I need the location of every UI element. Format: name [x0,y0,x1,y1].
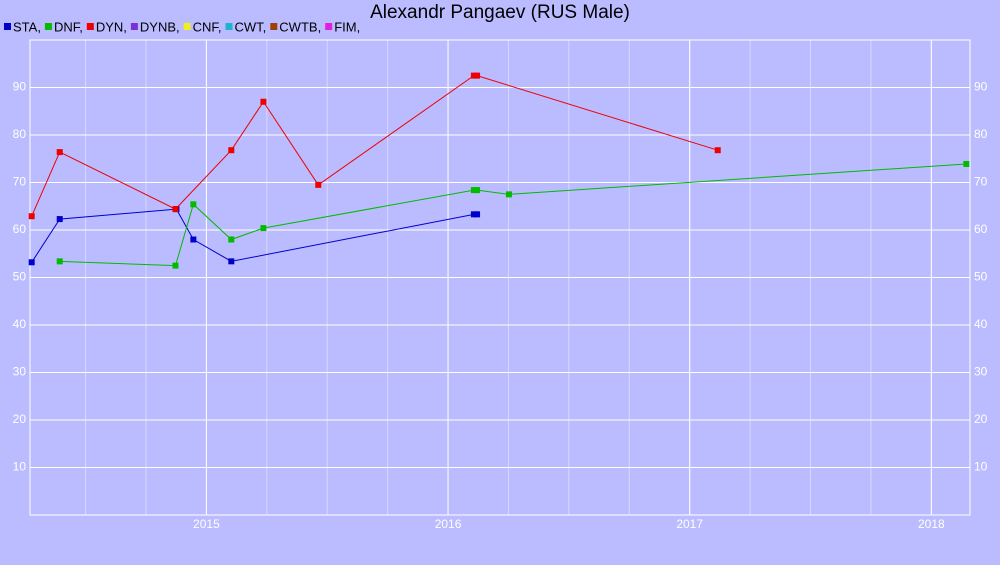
x-tick-label: 2018 [918,517,945,531]
point [56,216,63,223]
legend-swatch [225,23,233,30]
x-tick-label: 2015 [193,517,220,531]
point [474,72,481,79]
y-tick-label-right: 30 [974,365,988,379]
point [714,147,721,154]
legend-label: DYNB, [140,19,180,34]
plot-frame [29,39,971,516]
legend-label: FIM, [334,19,360,34]
y-tick-label-right: 80 [974,127,988,141]
y-tick-label: 30 [13,365,27,379]
y-tick-label: 80 [13,127,27,141]
legend-swatch [325,23,333,30]
y-tick-label: 60 [13,222,27,236]
legend-swatch [183,23,191,30]
legend-swatch [4,23,11,30]
y-tick-label-right: 20 [974,412,988,426]
y-tick-label: 90 [13,80,27,94]
legend-label: CWT, [235,19,267,34]
legend-swatch [86,23,94,30]
y-tick-label-right: 90 [974,80,988,94]
y-tick-label-right: 60 [974,222,988,236]
point [190,201,197,208]
legend-swatch [130,23,138,30]
point [28,259,35,266]
legend-label: STA, [13,19,41,34]
legend-label: CWTB, [279,19,321,34]
legend-label: DNF, [54,19,83,34]
y-tick-label: 20 [13,412,27,426]
point [172,262,179,269]
point [315,181,322,188]
point [505,191,512,198]
legend-label: CNF, [193,19,222,34]
point [470,187,477,194]
point [28,213,35,220]
point [228,236,235,243]
point [228,258,235,265]
y-tick-label-right: 70 [974,175,988,189]
point [470,211,477,218]
chart-title: Alexandr Pangaev (RUS Male) [370,2,630,23]
x-tick-label: 2016 [435,517,462,531]
point [190,236,197,243]
point [963,160,970,167]
point [56,149,63,156]
point [260,225,267,232]
point [260,98,267,105]
point [172,206,179,213]
y-tick-label-right: 50 [974,270,988,284]
y-tick-label: 50 [13,270,27,284]
point [474,187,481,194]
point [56,258,63,265]
y-tick-label: 70 [13,175,27,189]
y-tick-label-right: 40 [974,317,988,331]
legend-label: DYN, [96,19,127,34]
legend-swatch [270,23,278,30]
legend-swatch [44,23,52,30]
point [474,211,481,218]
y-tick-label: 40 [13,317,27,331]
point [228,147,235,154]
point [470,72,477,79]
y-tick-label: 10 [13,460,27,474]
x-tick-label: 2017 [676,517,703,531]
y-tick-label-right: 10 [974,460,988,474]
